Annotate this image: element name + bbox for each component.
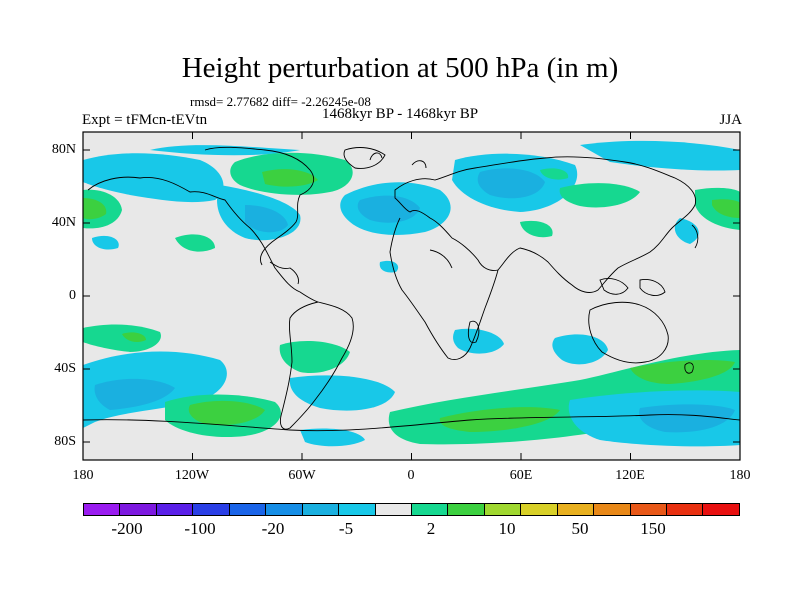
colorbar-segment [156,504,194,515]
colorbar-segment [229,504,267,515]
colorbar-segment [667,504,704,515]
colorbar-label: 2 [426,519,436,538]
colorbar-segment [120,504,157,515]
colorbar-label: -200 [111,519,143,538]
lat-label-80n: 80N [51,142,76,157]
colorbar [83,503,740,516]
colorbar-segment [521,504,558,515]
colorbar-segment [266,504,303,515]
colorbar-segment [302,504,340,515]
season-text: JJA [719,112,742,128]
colorbar-segment [594,504,631,515]
colorbar-segment [557,504,595,515]
lon-label-60w: 60W [288,468,316,483]
lon-label-180w: 180 [72,468,94,483]
colorbar-segment [411,504,449,515]
colorbar-label: -5 [338,519,354,538]
lon-label-0: 0 [407,468,415,483]
lat-label-80s: 80S [54,434,76,449]
experiment-text: Expt = tFMcn-tEVtn [82,112,208,128]
colorbar-label: 50 [571,519,589,538]
lon-label-60e: 60E [509,468,533,483]
page-title: Height perturbation at 500 hPa (in m) [181,52,619,84]
lon-label-180e: 180 [729,468,751,483]
period-text: 1468kyr BP - 1468kyr BP [321,106,479,122]
colorbar-segment [448,504,485,515]
stats-text: rmsd= 2.77682 diff= -2.26245e-08 [190,94,371,109]
colorbar-label: -100 [184,519,216,538]
coastlines [83,146,740,432]
colorbar-label: 150 [640,519,666,538]
lat-label-0: 0 [69,288,76,303]
lat-label-40s: 40S [54,361,76,376]
colorbar-segment [84,504,121,515]
colorbar-segment [630,504,667,515]
axis-ticks [82,132,741,460]
lat-label-40n: 40N [51,215,76,230]
lon-label-120e: 120E [615,468,645,483]
lon-label-120w: 120W [174,468,210,483]
colorbar-segment [339,504,376,515]
colorbar-segment [193,504,230,515]
colorbar-label: -20 [261,519,285,538]
colorbar-segment [484,504,522,515]
colorbar-segment [375,504,412,515]
colorbar-label: 10 [498,519,516,538]
colorbar-segment [703,504,739,515]
anomaly-fields [83,140,740,447]
